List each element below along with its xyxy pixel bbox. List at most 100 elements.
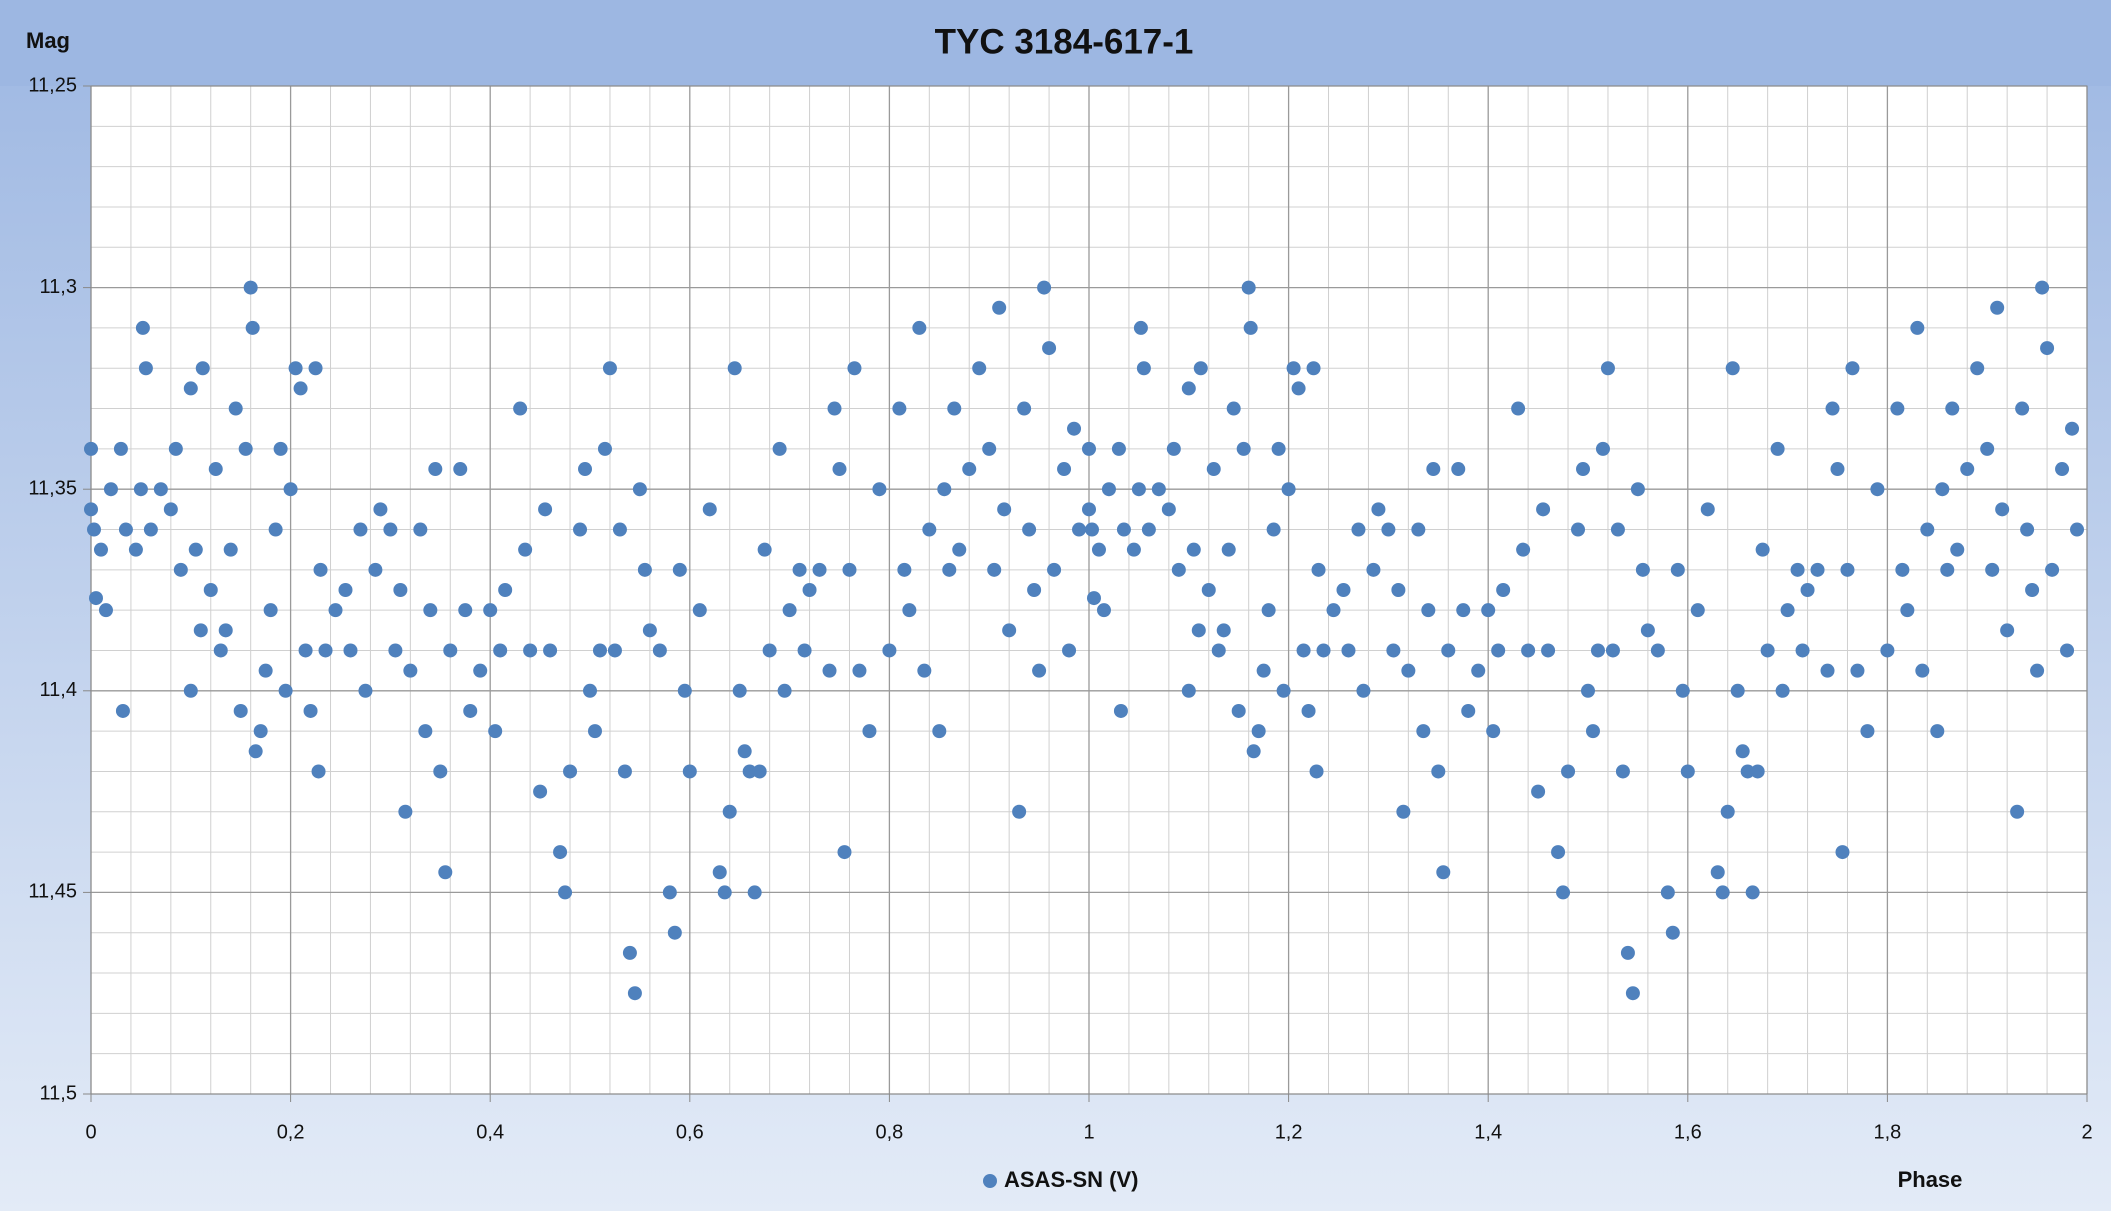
data-point — [1610, 522, 1625, 537]
data-point — [1990, 300, 2005, 315]
data-point — [1436, 865, 1451, 880]
data-point — [1536, 502, 1551, 517]
data-point — [1311, 562, 1326, 577]
data-point — [1366, 562, 1381, 577]
data-point — [792, 562, 807, 577]
data-point — [1940, 562, 1955, 577]
legend-label: ASAS-SN (V) — [1004, 1167, 1138, 1192]
data-point — [1256, 663, 1271, 678]
data-point — [533, 784, 548, 799]
data-point — [1635, 562, 1650, 577]
y-tick-label: 11,5 — [40, 1082, 77, 1104]
data-point — [1072, 522, 1087, 537]
data-point — [2060, 643, 2075, 658]
data-point — [937, 482, 952, 497]
data-point — [1396, 804, 1411, 819]
x-axis-label: Phase — [1898, 1167, 1963, 1192]
data-point — [1451, 462, 1466, 477]
data-point — [1426, 462, 1441, 477]
data-point — [1261, 603, 1276, 618]
data-point — [1845, 361, 1860, 376]
data-point — [393, 583, 408, 597]
data-point — [1309, 764, 1324, 779]
data-point — [513, 401, 528, 416]
data-point — [118, 522, 133, 537]
data-point — [243, 280, 258, 295]
data-point — [1830, 462, 1845, 477]
data-point — [1915, 663, 1930, 678]
x-tick-label: 1,4 — [1474, 1121, 1502, 1143]
data-point — [1700, 502, 1715, 517]
data-point — [837, 845, 852, 860]
data-point — [1835, 845, 1850, 860]
data-point — [1246, 744, 1261, 759]
data-point — [1970, 361, 1985, 376]
data-point — [563, 764, 578, 779]
data-point — [328, 603, 343, 618]
y-tick-label: 11,45 — [28, 881, 77, 903]
data-point — [622, 945, 637, 960]
data-point — [2010, 804, 2025, 819]
x-tick-label: 0,8 — [875, 1121, 903, 1143]
data-point — [1126, 542, 1141, 557]
data-point — [103, 482, 118, 497]
data-point — [88, 591, 103, 606]
data-point — [248, 744, 263, 759]
data-point — [1985, 562, 2000, 577]
data-point — [1316, 643, 1331, 658]
data-point — [1595, 441, 1610, 456]
data-point — [1720, 804, 1735, 819]
data-point — [1690, 603, 1705, 618]
data-point — [128, 542, 143, 557]
data-point — [473, 663, 488, 678]
data-point — [962, 462, 977, 477]
data-point — [1416, 724, 1431, 739]
data-point — [311, 764, 326, 779]
data-point — [667, 925, 682, 940]
data-point — [802, 583, 817, 597]
data-point — [1151, 482, 1166, 497]
data-point — [617, 764, 632, 779]
data-point — [1017, 401, 1032, 416]
data-point — [1590, 643, 1605, 658]
data-point — [1585, 724, 1600, 739]
data-point — [1650, 643, 1665, 658]
data-point — [1600, 361, 1615, 376]
data-point — [1356, 683, 1371, 698]
data-point — [1206, 462, 1221, 477]
data-point — [223, 542, 238, 557]
data-point — [1556, 885, 1571, 900]
data-point — [1521, 643, 1536, 658]
data-point — [1243, 320, 1258, 335]
data-point — [2015, 401, 2030, 416]
data-point — [757, 542, 772, 557]
x-tick-label: 0 — [85, 1121, 96, 1143]
data-point — [318, 643, 333, 658]
data-point — [1890, 401, 1905, 416]
data-point — [163, 502, 178, 517]
data-point — [263, 603, 278, 618]
data-point — [1221, 542, 1236, 557]
data-point — [762, 643, 777, 658]
data-point — [1730, 683, 1745, 698]
y-tick-label: 11,4 — [40, 679, 77, 701]
data-point — [732, 683, 747, 698]
data-point — [607, 643, 622, 658]
data-point — [268, 522, 283, 537]
data-point — [113, 441, 128, 456]
data-point — [228, 401, 243, 416]
data-point — [1022, 522, 1037, 537]
data-point — [1496, 583, 1511, 597]
data-point — [1980, 441, 1995, 456]
data-point — [353, 522, 368, 537]
data-point — [892, 401, 907, 416]
data-point — [2000, 623, 2015, 638]
data-point — [1810, 562, 1825, 577]
data-point — [1456, 603, 1471, 618]
data-point — [483, 603, 498, 618]
data-point — [383, 522, 398, 537]
data-point — [2030, 663, 2045, 678]
data-point — [1082, 441, 1096, 456]
data-point — [1581, 683, 1595, 698]
data-point — [1111, 441, 1126, 456]
